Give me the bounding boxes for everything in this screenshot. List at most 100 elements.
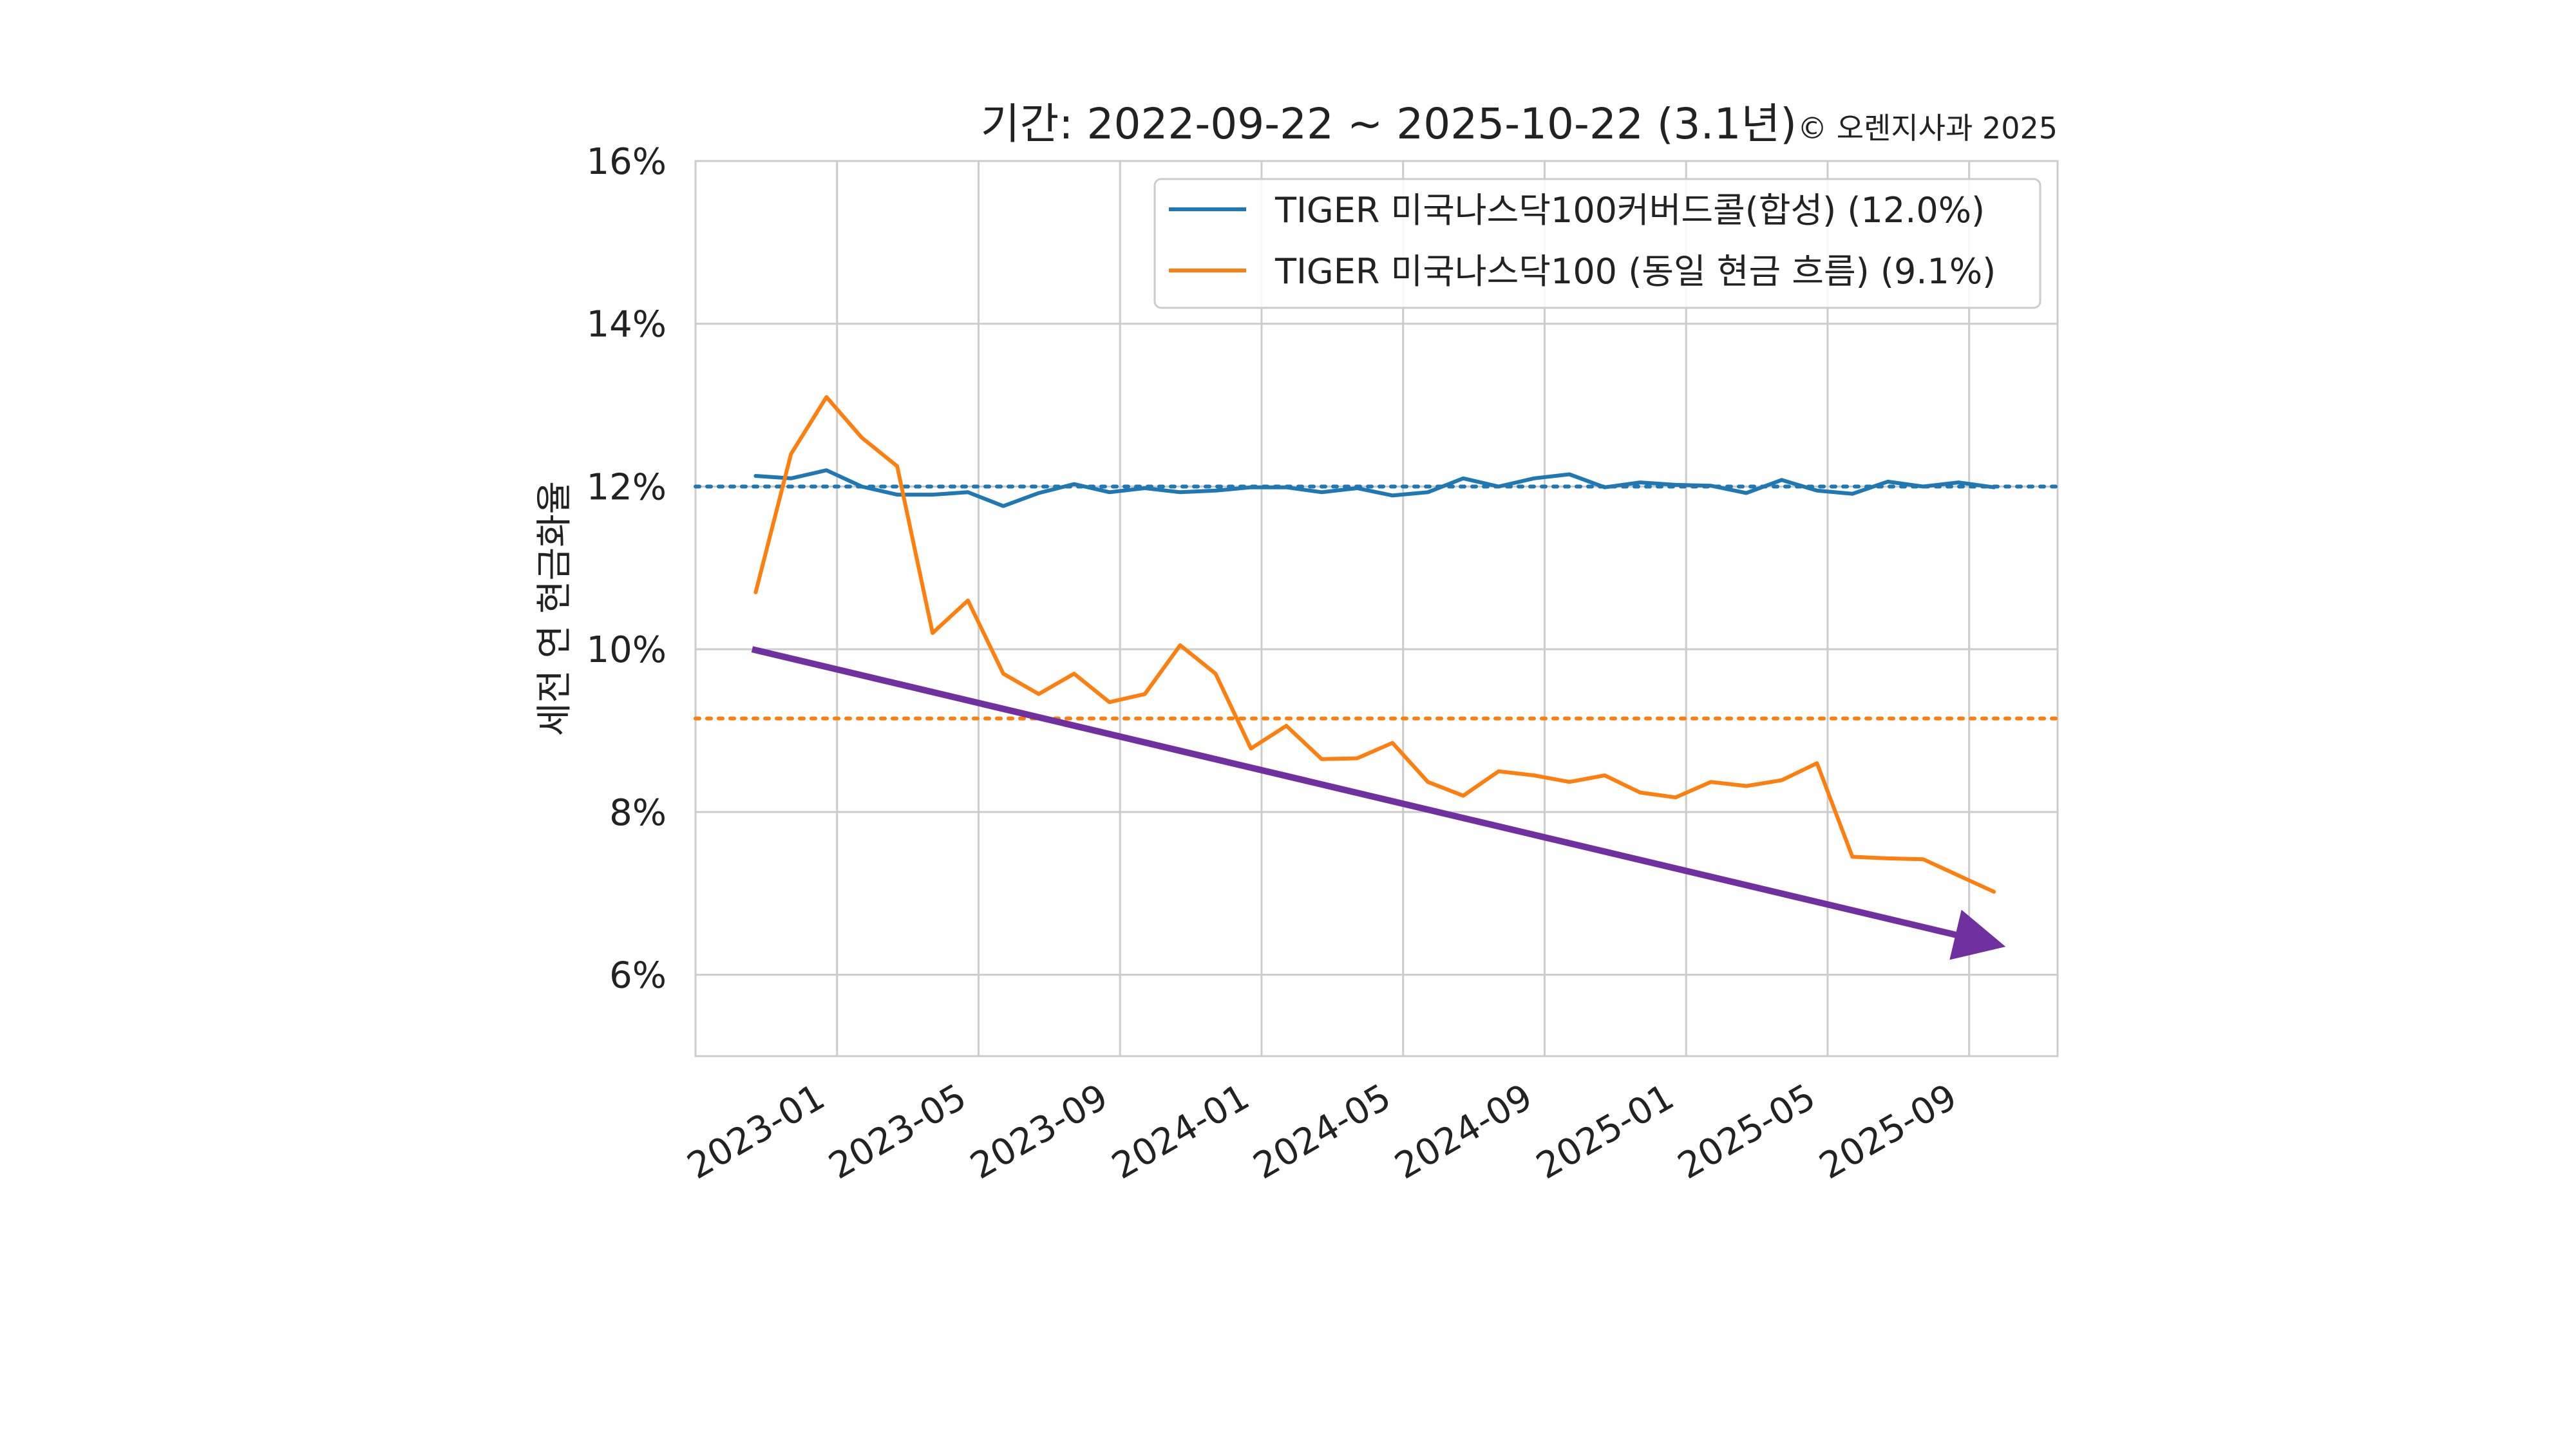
series-0-point-14 [1249, 486, 1253, 489]
copyright-text: © 오렌지사과 2025 [1797, 111, 2058, 146]
series-1-point-32 [1886, 857, 1889, 860]
series-1-point-11 [1143, 692, 1147, 696]
y-tick-label-5: 16% [587, 141, 667, 183]
series-0-point-27 [1709, 484, 1713, 488]
series-1-point-34 [1956, 873, 1960, 877]
x-tick-label-5: 2024-09 [1388, 1076, 1539, 1188]
series-0-point-33 [1921, 484, 1925, 488]
series-1-point-30 [1815, 761, 1819, 765]
x-tick-label-6: 2025-01 [1530, 1076, 1681, 1188]
x-tick-label-2: 2023-09 [963, 1076, 1115, 1188]
series-1-point-15 [1284, 724, 1288, 728]
series-0-point-7 [1001, 504, 1005, 508]
series-line-1 [753, 395, 1996, 894]
series-line-0 [753, 468, 1996, 508]
y-tick-label-4: 14% [587, 304, 667, 346]
series-0-point-17 [1355, 486, 1359, 490]
series-0-point-25 [1638, 480, 1642, 484]
series-0-point-30 [1815, 489, 1819, 493]
series-1-point-18 [1390, 741, 1394, 744]
series-1-point-23 [1567, 780, 1571, 784]
series-1-point-22 [1532, 773, 1536, 777]
series-0-point-34 [1956, 480, 1960, 484]
trend-arrow [751, 646, 2006, 960]
series-1-point-0 [753, 591, 757, 594]
series-1-point-25 [1638, 791, 1642, 795]
series-1-point-12 [1179, 643, 1182, 647]
y-tick-labels: 6% 8% 10% 12% 14% 16% [587, 141, 667, 997]
y-tick-label-0: 6% [609, 955, 667, 997]
series-0-point-31 [1850, 492, 1854, 496]
series-0-point-28 [1745, 491, 1748, 495]
legend: TIGER 미국나스닥100커버드콜(합성) (12.0%) TIGER 미국나… [1153, 178, 2041, 309]
series-0-point-23 [1567, 473, 1571, 476]
series-1-point-33 [1921, 857, 1925, 861]
legend-label-covered-call: TIGER 미국나스닥100커버드콜(합성) (12.0%) [1274, 190, 1985, 231]
y-tick-label-3: 12% [587, 466, 667, 508]
trend-arrow-layer [751, 646, 2006, 960]
series-0-point-29 [1780, 478, 1784, 482]
reference-lines [694, 484, 2060, 721]
series-0-point-32 [1886, 480, 1889, 484]
x-tick-label-0: 2023-01 [681, 1076, 832, 1188]
series-1-point-20 [1461, 794, 1465, 798]
series-0-point-1 [789, 477, 793, 480]
series-1-point-8 [1037, 692, 1041, 696]
series-0-point-3 [860, 484, 864, 488]
series-layer [753, 395, 1996, 894]
series-0-point-35 [1992, 486, 1996, 489]
series-0-point-15 [1284, 486, 1288, 489]
series-0-point-6 [966, 490, 970, 494]
series-0-point-12 [1179, 490, 1182, 494]
x-tick-label-7: 2025-05 [1671, 1076, 1823, 1188]
series-0-point-21 [1497, 484, 1501, 488]
series-1-point-27 [1709, 780, 1713, 784]
series-0-point-4 [895, 493, 899, 497]
series-1-point-19 [1426, 780, 1430, 784]
series-1-point-5 [931, 631, 934, 635]
legend-box [1153, 178, 2041, 309]
series-1-point-2 [824, 395, 828, 399]
series-0-point-13 [1214, 489, 1218, 493]
series-0-point-18 [1390, 493, 1394, 497]
series-0-point-8 [1037, 491, 1041, 495]
series-1-point-3 [860, 436, 864, 440]
series-1-point-21 [1497, 770, 1501, 773]
series-1-point-14 [1249, 746, 1253, 750]
chart-title: 기간: 2022-09-22 ~ 2025-10-22 (3.1년) [981, 99, 1797, 149]
series-0-point-11 [1143, 486, 1147, 490]
series-1-point-10 [1108, 700, 1112, 704]
grid-layer [696, 160, 2058, 1056]
legend-label-nasdaq100: TIGER 미국나스닥100 (동일 현금 흐름) (9.1%) [1274, 251, 1996, 292]
series-0-point-22 [1532, 477, 1536, 480]
x-tick-label-4: 2024-05 [1247, 1076, 1398, 1188]
series-1-point-13 [1214, 672, 1218, 676]
series-1-point-9 [1072, 672, 1076, 676]
series-0-point-2 [824, 468, 828, 472]
series-1-point-6 [966, 598, 970, 602]
series-1-point-35 [1992, 890, 1996, 894]
series-1-point-4 [895, 464, 899, 468]
series-1-point-7 [1001, 672, 1005, 676]
series-0-point-26 [1674, 483, 1678, 487]
y-tick-label-2: 10% [587, 629, 667, 671]
series-0-point-10 [1108, 490, 1112, 494]
x-tick-label-8: 2025-09 [1813, 1076, 1964, 1188]
series-0-point-9 [1072, 482, 1076, 486]
series-0-point-0 [753, 474, 757, 478]
series-0-point-20 [1461, 477, 1465, 480]
series-0-point-19 [1426, 490, 1430, 494]
series-1-point-24 [1603, 773, 1607, 777]
series-1-point-1 [789, 452, 793, 456]
x-tick-label-3: 2024-01 [1105, 1076, 1256, 1188]
series-0-point-5 [931, 493, 934, 497]
series-1-point-29 [1780, 779, 1784, 782]
x-tick-label-1: 2023-05 [822, 1076, 973, 1188]
series-1-point-17 [1355, 757, 1359, 761]
series-1-point-28 [1745, 784, 1748, 788]
series-1-point-31 [1850, 855, 1854, 858]
y-tick-label-1: 8% [609, 792, 667, 834]
series-0-point-24 [1603, 486, 1607, 489]
series-0-point-16 [1320, 490, 1323, 494]
